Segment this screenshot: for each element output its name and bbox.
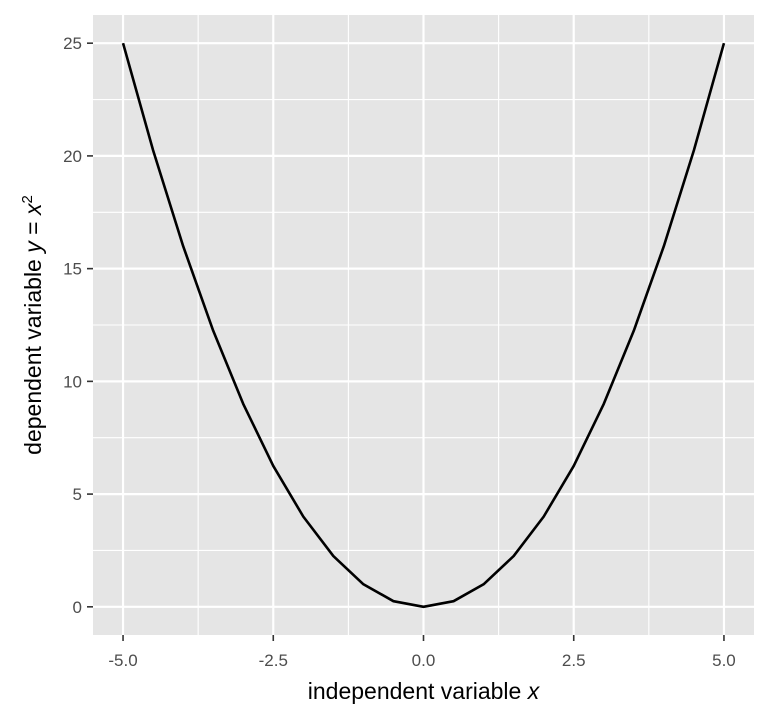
y-tick-label: 10 [63,372,82,391]
x-axis-title: independent variable x [308,678,541,704]
y-axis-title: dependent variable y = x2 [19,195,46,455]
curve-layer [121,42,726,609]
parabola-line [121,42,726,609]
y-tick-label: 25 [63,34,82,53]
x-tick-label: -2.5 [259,651,288,670]
y-tick-label: 5 [73,485,82,504]
y-axis: 0 5 10 15 20 25 [63,34,93,617]
x-tick-label: 2.5 [562,651,586,670]
y-tick-label: 15 [63,260,82,279]
x-tick-label: -5.0 [108,651,137,670]
x-tick-label: 0.0 [412,651,436,670]
x-tick-label: 5.0 [712,651,736,670]
x-axis: -5.0 -2.5 0.0 2.5 5.0 [108,635,736,670]
y-tick-label: 20 [63,147,82,166]
y-tick-label: 0 [73,598,82,617]
